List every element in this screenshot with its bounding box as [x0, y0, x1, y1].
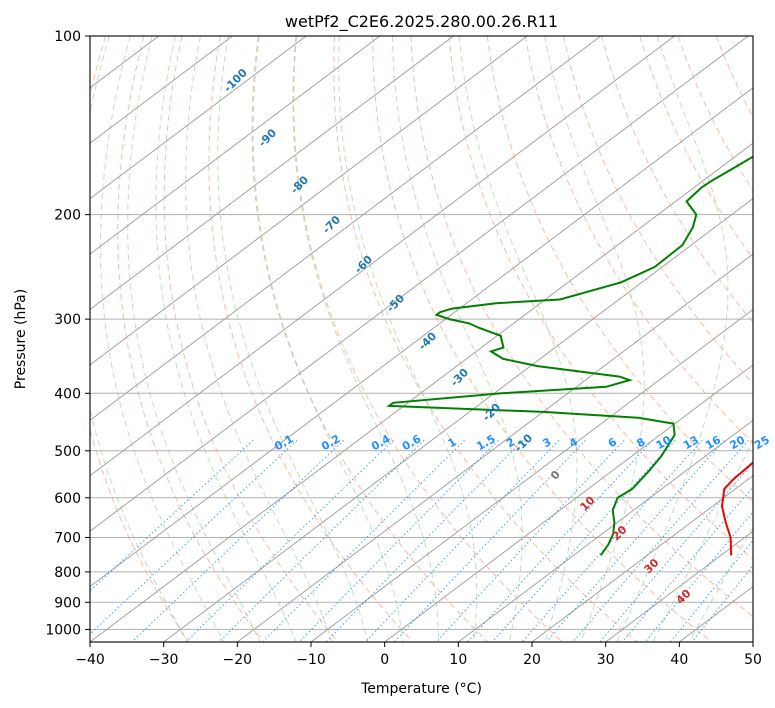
isotherm-line [458, 419, 753, 642]
mixing-ratio-line [572, 439, 749, 642]
mixing-ratio-line [131, 439, 345, 642]
dry-adiabat-line [117, 36, 264, 642]
x-tick-label: 30 [597, 652, 615, 668]
mixing-ratio-line [545, 439, 725, 642]
x-tick-label: 40 [670, 652, 688, 668]
isotherm-line [90, 87, 753, 588]
series-layer [386, 155, 753, 556]
y-tick-label: 800 [54, 565, 81, 581]
moist-adiabat-line [127, 36, 261, 642]
dry-adiabat-line [251, 36, 488, 642]
dry-adiabat-line [563, 36, 753, 385]
mixing-ratio-line [491, 439, 676, 642]
mixing-ratio-line [325, 439, 524, 642]
dry-adiabat-line [524, 36, 753, 444]
y-tick-label: 700 [54, 531, 81, 547]
x-axis-label: Temperature (°C) [360, 681, 482, 697]
mixing-ratio-line [644, 511, 753, 642]
y-tick-label: 400 [54, 386, 81, 402]
moist-adiabat-line [252, 36, 404, 642]
dry-adiabat-line [754, 36, 775, 642]
mixing-ratio-line [218, 439, 425, 642]
moist-adiabat-line [652, 438, 753, 642]
mixing-ratio-line [622, 486, 753, 642]
isotherm-line [237, 253, 753, 642]
isotherm-line [90, 142, 753, 642]
dry-adiabat-line [677, 36, 753, 192]
x-tick-label: 0 [380, 652, 389, 668]
moist-adiabat-line [616, 36, 729, 642]
dry-adiabat-line [333, 36, 638, 642]
mixing-ratio-label: 25 [752, 433, 772, 452]
x-tick-label: 50 [744, 652, 762, 668]
plot-background [90, 36, 753, 642]
mixing-ratio-line [298, 439, 499, 642]
dry-adiabat-line [448, 36, 753, 560]
moist-adiabat-line [155, 36, 297, 642]
isotherm-line [90, 36, 454, 311]
dry-adiabat-line [410, 36, 753, 618]
mixing-ratio-line [364, 439, 560, 642]
dry-adiabat-line [486, 36, 753, 503]
isotherm-line [90, 36, 675, 477]
y-axis-label: Pressure (hPa) [13, 289, 29, 389]
grid-layer [90, 36, 775, 642]
dry-adiabat-line [163, 36, 339, 642]
dry-adiabat-line [293, 36, 563, 642]
mixing-ratio-line [90, 439, 254, 592]
dry-adiabat-line [208, 36, 414, 642]
moist-adiabat-line [99, 36, 225, 642]
mixing-ratio-line [467, 439, 653, 642]
y-tick-label: 300 [54, 312, 81, 328]
mixing-ratio-line [521, 439, 703, 642]
moist-adiabat-line [338, 36, 478, 642]
isotherm-line [605, 530, 753, 642]
isotherm-line [531, 475, 753, 642]
y-tick-label: 1000 [45, 622, 81, 638]
x-tick-label: −30 [149, 652, 179, 668]
y-tick-label: 900 [54, 595, 81, 611]
isotherm-line [90, 36, 528, 366]
temperature-profile-line [720, 461, 753, 556]
mixing-ratio-line [90, 439, 298, 635]
moist-adiabat-line [392, 36, 523, 642]
x-tick-label: −40 [75, 652, 105, 668]
mixing-ratio-line [691, 564, 753, 642]
isotherm-line [90, 36, 602, 421]
ticks-layer: −40 −30 −20 −10 0 10 20 30 40 50 100 200 300 400 500 60… [45, 29, 762, 668]
moist-adiabat-line [217, 36, 369, 642]
y-tick-label: 500 [54, 444, 81, 460]
plot-frame [89, 35, 754, 643]
y-tick-label: 600 [54, 491, 81, 507]
isotherm-line [90, 36, 749, 532]
mixing-ratio-line [185, 439, 394, 642]
isotherm-line [90, 36, 307, 200]
isotherm-line [90, 36, 233, 144]
x-tick-label: 20 [523, 652, 541, 668]
moist-adiabat-line [185, 36, 333, 642]
isotherm-line [163, 198, 753, 642]
chart-title: wetPf2_C2E6.2025.280.00.26.R11 [285, 12, 558, 32]
x-tick-label: 10 [449, 652, 467, 668]
x-tick-label: −10 [296, 652, 326, 668]
isotherm-line [384, 364, 753, 642]
moist-adiabat-line [458, 36, 578, 642]
dry-adiabat-line [372, 36, 713, 642]
isotherm-line [752, 641, 753, 642]
x-tick-label: −20 [223, 652, 253, 668]
moist-adiabat-line [292, 36, 439, 642]
dewpoint-profile-line [386, 155, 753, 556]
moist-adiabat-line [544, 36, 645, 642]
isotherm-line [90, 36, 381, 255]
y-tick-label: 200 [54, 208, 81, 224]
y-tick-label: 100 [54, 29, 81, 45]
mixing-ratio-line [599, 462, 753, 642]
